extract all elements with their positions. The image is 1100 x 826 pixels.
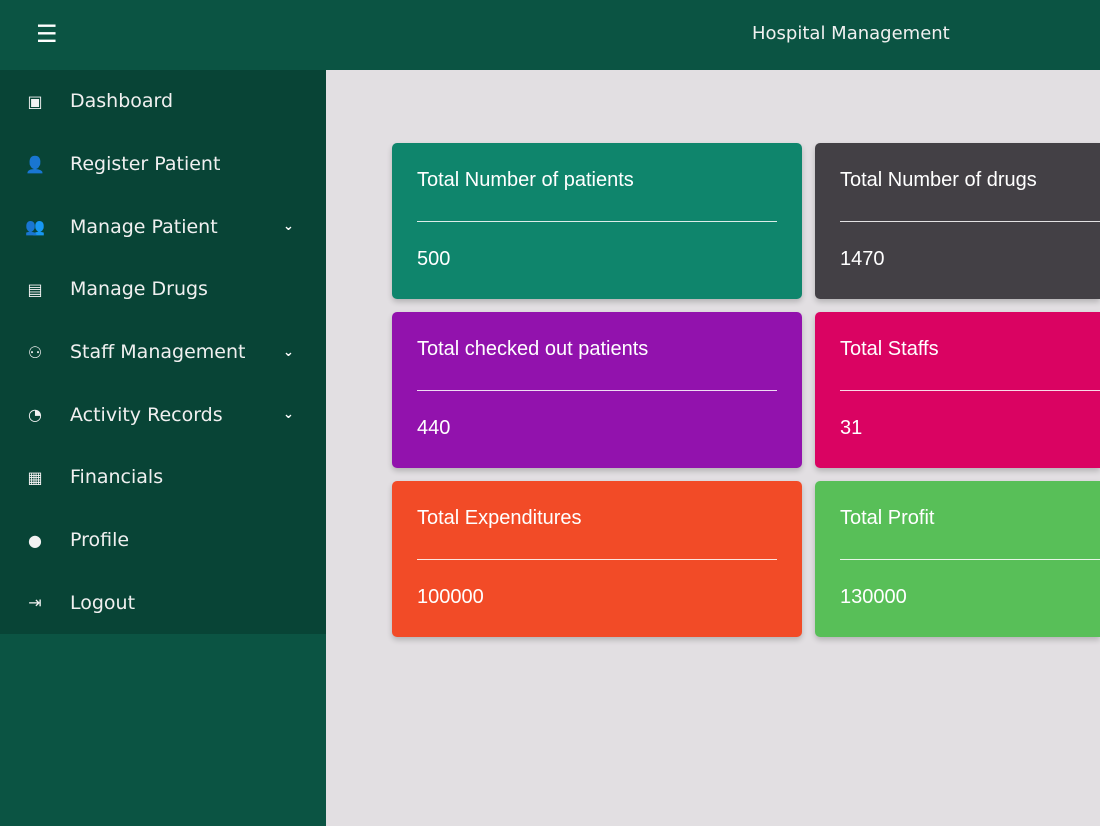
sidebar-item-logout[interactable]: ⇥ Logout xyxy=(0,572,326,635)
top-header: ☰ Hospital Management xyxy=(0,0,1100,70)
card-value: 130000 xyxy=(840,586,907,608)
stat-card-checked-out: Total checked out patients 440 xyxy=(392,312,802,468)
staff-icon: ⚇ xyxy=(27,342,43,362)
sidebar-item-label: Financials xyxy=(70,466,164,489)
sidebar-item-manage-patient[interactable]: 👥 Manage Patient ⌄ xyxy=(0,195,326,258)
dashboard-icon: ▣ xyxy=(27,91,43,111)
card-value: 1470 xyxy=(840,248,885,270)
chevron-down-icon[interactable]: ⌄ xyxy=(283,219,294,235)
pie-chart-icon: ◔ xyxy=(28,405,42,425)
sidebar-item-label: Register Patient xyxy=(70,153,221,176)
card-divider xyxy=(417,559,777,560)
card-title: Total Number of drugs xyxy=(840,169,1037,191)
sidebar-item-label: Manage Drugs xyxy=(70,278,208,301)
logout-icon: ⇥ xyxy=(28,593,42,613)
chevron-down-icon[interactable]: ⌄ xyxy=(283,344,294,360)
sidebar-item-label: Dashboard xyxy=(70,90,174,113)
card-divider xyxy=(840,221,1100,222)
card-title: Total Expenditures xyxy=(417,507,582,529)
card-value: 31 xyxy=(840,417,863,439)
card-divider xyxy=(840,390,1100,391)
chevron-down-icon[interactable]: ⌄ xyxy=(283,407,294,423)
user-icon: ● xyxy=(28,530,42,550)
sidebar: ▣ Dashboard 👤 Register Patient 👥 Manage Pat… xyxy=(0,70,326,826)
sidebar-item-label: Staff Management xyxy=(70,341,246,364)
sidebar-item-label: Logout xyxy=(70,591,136,614)
stat-card-profit: Total Profit 130000 xyxy=(815,481,1100,637)
app-title: Hospital Management xyxy=(752,23,950,44)
table-icon: ▦ xyxy=(27,467,43,487)
sidebar-menu: ▣ Dashboard 👤 Register Patient 👥 Manage Pat… xyxy=(0,70,326,634)
card-title: Total Profit xyxy=(840,507,935,529)
sidebar-item-profile[interactable]: ● Profile xyxy=(0,509,326,572)
sidebar-item-label: Manage Patient xyxy=(70,215,218,238)
hamburger-menu-icon[interactable]: ☰ xyxy=(36,20,58,48)
card-divider xyxy=(417,390,777,391)
sidebar-item-manage-drugs[interactable]: ▤ Manage Drugs xyxy=(0,258,326,321)
card-title: Total Number of patients xyxy=(417,169,634,191)
stat-card-patients: Total Number of patients 500 xyxy=(392,143,802,299)
user-plus-icon: 👤 xyxy=(25,154,45,174)
sidebar-item-staff-management[interactable]: ⚇ Staff Management ⌄ xyxy=(0,321,326,384)
stat-card-staffs: Total Staffs 31 xyxy=(815,312,1100,468)
sidebar-item-label: Activity Records xyxy=(70,403,223,426)
card-title: Total checked out patients xyxy=(417,338,649,360)
card-divider xyxy=(417,221,777,222)
card-divider xyxy=(840,559,1100,560)
sidebar-item-label: Profile xyxy=(70,529,130,552)
card-value: 500 xyxy=(417,248,451,270)
users-icon: 👥 xyxy=(25,217,45,237)
card-value: 440 xyxy=(417,417,451,439)
stat-card-drugs: Total Number of drugs 1470 xyxy=(815,143,1100,299)
stat-card-expenditures: Total Expenditures 100000 xyxy=(392,481,802,637)
sidebar-item-dashboard[interactable]: ▣ Dashboard xyxy=(0,70,326,133)
hospital-icon: ▤ xyxy=(27,279,43,299)
sidebar-item-activity-records[interactable]: ◔ Activity Records ⌄ xyxy=(0,383,326,446)
sidebar-item-financials[interactable]: ▦ Financials xyxy=(0,446,326,509)
card-value: 100000 xyxy=(417,586,484,608)
sidebar-item-register-patient[interactable]: 👤 Register Patient xyxy=(0,133,326,196)
card-title: Total Staffs xyxy=(840,338,939,360)
